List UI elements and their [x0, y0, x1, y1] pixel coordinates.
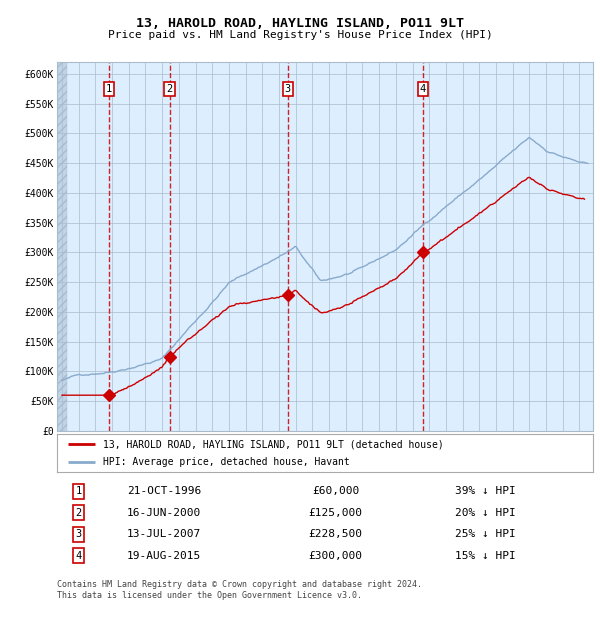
- Text: 4: 4: [420, 84, 426, 94]
- Text: This data is licensed under the Open Government Licence v3.0.: This data is licensed under the Open Gov…: [57, 591, 362, 601]
- Text: 13, HAROLD ROAD, HAYLING ISLAND, PO11 9LT: 13, HAROLD ROAD, HAYLING ISLAND, PO11 9L…: [136, 17, 464, 30]
- Text: 15% ↓ HPI: 15% ↓ HPI: [455, 551, 516, 561]
- Text: 25% ↓ HPI: 25% ↓ HPI: [455, 529, 516, 539]
- Text: Price paid vs. HM Land Registry's House Price Index (HPI): Price paid vs. HM Land Registry's House …: [107, 30, 493, 40]
- Text: 1: 1: [76, 486, 82, 496]
- Text: 19-AUG-2015: 19-AUG-2015: [127, 551, 201, 561]
- Text: 3: 3: [285, 84, 291, 94]
- Text: 3: 3: [76, 529, 82, 539]
- Text: 4: 4: [76, 551, 82, 561]
- Text: 2: 2: [76, 508, 82, 518]
- Text: 21-OCT-1996: 21-OCT-1996: [127, 486, 201, 496]
- Text: £228,500: £228,500: [308, 529, 362, 539]
- Text: 13, HAROLD ROAD, HAYLING ISLAND, PO11 9LT (detached house): 13, HAROLD ROAD, HAYLING ISLAND, PO11 9L…: [103, 440, 443, 450]
- Text: 16-JUN-2000: 16-JUN-2000: [127, 508, 201, 518]
- Text: £60,000: £60,000: [312, 486, 359, 496]
- Text: 13-JUL-2007: 13-JUL-2007: [127, 529, 201, 539]
- Text: £125,000: £125,000: [308, 508, 362, 518]
- Bar: [57, 62, 67, 431]
- Text: HPI: Average price, detached house, Havant: HPI: Average price, detached house, Hava…: [103, 457, 349, 467]
- Text: 2: 2: [167, 84, 173, 94]
- Text: £300,000: £300,000: [308, 551, 362, 561]
- Text: 39% ↓ HPI: 39% ↓ HPI: [455, 486, 516, 496]
- Text: 20% ↓ HPI: 20% ↓ HPI: [455, 508, 516, 518]
- Text: Contains HM Land Registry data © Crown copyright and database right 2024.: Contains HM Land Registry data © Crown c…: [57, 580, 422, 589]
- Text: 1: 1: [106, 84, 112, 94]
